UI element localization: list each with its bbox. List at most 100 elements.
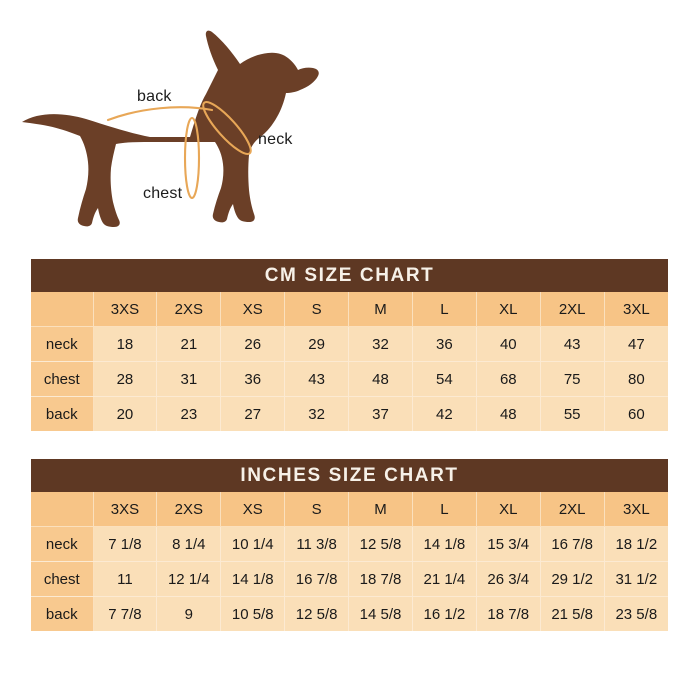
cm-col-l: L	[412, 292, 477, 327]
cm-chest-2xl: 75	[540, 361, 605, 397]
inches-col-2xs: 2XS	[156, 492, 222, 527]
inches-table-title: INCHES SIZE CHART	[31, 459, 669, 492]
inches-row-label-chest: chest	[31, 561, 94, 597]
cm-chest-3xl: 80	[604, 361, 669, 397]
inches-col-xl: XL	[476, 492, 541, 527]
inches-neck-3xl: 18 1/2	[604, 526, 669, 562]
table-row: chest 28 31 36 43 48 54 68 75 80	[31, 361, 669, 397]
inches-back-xl: 18 7/8	[476, 596, 541, 631]
inches-back-3xs: 7 7/8	[93, 596, 158, 631]
cm-neck-3xs: 18	[93, 326, 158, 362]
cm-row-label-neck: neck	[31, 326, 94, 362]
inches-back-2xl: 21 5/8	[540, 596, 605, 631]
inches-col-s: S	[284, 492, 350, 527]
inches-chest-3xl: 31 1/2	[604, 561, 669, 597]
dog-silhouette-icon	[22, 30, 319, 228]
inches-neck-2xs: 8 1/4	[156, 526, 222, 562]
inches-back-l: 16 1/2	[412, 596, 477, 631]
cm-col-3xl: 3XL	[604, 292, 669, 327]
cm-chest-s: 43	[284, 361, 350, 397]
table-row: neck 7 1/8 8 1/4 10 1/4 11 3/8 12 5/8 14…	[31, 526, 669, 562]
cm-back-xl: 48	[476, 396, 541, 431]
inches-corner-cell	[31, 492, 94, 527]
inches-size-chart-table: INCHES SIZE CHART 3XS 2XS XS S M L XL 2X…	[31, 459, 669, 631]
cm-col-3xs: 3XS	[93, 292, 158, 327]
inches-chest-2xs: 12 1/4	[156, 561, 222, 597]
inches-neck-s: 11 3/8	[284, 526, 350, 562]
cm-row-label-back: back	[31, 396, 94, 431]
cm-table-title-row: CM SIZE CHART	[31, 259, 669, 292]
inches-chest-xs: 14 1/8	[220, 561, 286, 597]
cm-back-xs: 27	[220, 396, 286, 431]
inches-col-xs: XS	[220, 492, 286, 527]
measurement-lines-icon	[106, 100, 252, 200]
cm-back-m: 37	[348, 396, 413, 431]
cm-neck-3xl: 47	[604, 326, 669, 362]
cm-col-xs: XS	[220, 292, 286, 327]
inches-neck-l: 14 1/8	[412, 526, 477, 562]
inches-chest-3xs: 11	[93, 561, 158, 597]
inches-row-label-neck: neck	[31, 526, 94, 562]
cm-col-m: M	[348, 292, 413, 327]
cm-neck-2xl: 43	[540, 326, 605, 362]
dog-measurement-illustration: back neck chest	[0, 0, 700, 250]
cm-back-l: 42	[412, 396, 477, 431]
inches-chest-s: 16 7/8	[284, 561, 350, 597]
cm-back-2xl: 55	[540, 396, 605, 431]
cm-chest-xl: 68	[476, 361, 541, 397]
label-neck: neck	[258, 131, 293, 148]
inches-neck-xl: 15 3/4	[476, 526, 541, 562]
table-row: neck 18 21 26 29 32 36 40 43 47	[31, 326, 669, 362]
cm-neck-xl: 40	[476, 326, 541, 362]
inches-chest-xl: 26 3/4	[476, 561, 541, 597]
inches-neck-m: 12 5/8	[348, 526, 413, 562]
inches-row-label-back: back	[31, 596, 94, 631]
inches-back-s: 12 5/8	[284, 596, 350, 631]
inches-neck-3xs: 7 1/8	[93, 526, 158, 562]
table-row: back 20 23 27 32 37 42 48 55 60	[31, 396, 669, 431]
inches-col-2xl: 2XL	[540, 492, 605, 527]
cm-neck-s: 29	[284, 326, 350, 362]
inches-back-2xs: 9	[156, 596, 222, 631]
cm-chest-3xs: 28	[93, 361, 158, 397]
cm-chest-m: 48	[348, 361, 413, 397]
cm-col-xl: XL	[476, 292, 541, 327]
back-measure-line	[106, 106, 214, 122]
cm-chest-2xs: 31	[156, 361, 222, 397]
cm-col-s: S	[284, 292, 350, 327]
cm-col-2xl: 2XL	[540, 292, 605, 327]
cm-neck-m: 32	[348, 326, 413, 362]
cm-table-title: CM SIZE CHART	[31, 259, 669, 292]
cm-back-2xs: 23	[156, 396, 222, 431]
inches-neck-2xl: 16 7/8	[540, 526, 605, 562]
cm-row-label-chest: chest	[31, 361, 94, 397]
table-row: back 7 7/8 9 10 5/8 12 5/8 14 5/8 16 1/2…	[31, 596, 669, 631]
inches-col-l: L	[412, 492, 477, 527]
cm-size-chart-table: CM SIZE CHART 3XS 2XS XS S M L XL 2XL 3X…	[31, 259, 669, 431]
inches-back-m: 14 5/8	[348, 596, 413, 631]
cm-corner-cell	[31, 292, 94, 327]
cm-back-3xs: 20	[93, 396, 158, 431]
inches-col-m: M	[348, 492, 413, 527]
cm-neck-2xs: 21	[156, 326, 222, 362]
table-row: chest 11 12 1/4 14 1/8 16 7/8 18 7/8 21 …	[31, 561, 669, 597]
cm-chest-xs: 36	[220, 361, 286, 397]
cm-neck-xs: 26	[220, 326, 286, 362]
inches-chest-2xl: 29 1/2	[540, 561, 605, 597]
inches-chest-m: 18 7/8	[348, 561, 413, 597]
inches-col-3xs: 3XS	[93, 492, 158, 527]
chest-measure-loop	[183, 116, 201, 200]
cm-chest-l: 54	[412, 361, 477, 397]
label-back: back	[137, 88, 172, 105]
cm-col-2xs: 2XS	[156, 292, 222, 327]
cm-back-3xl: 60	[604, 396, 669, 431]
inches-table-title-row: INCHES SIZE CHART	[31, 459, 669, 492]
inches-col-3xl: 3XL	[604, 492, 669, 527]
inches-chest-l: 21 1/4	[412, 561, 477, 597]
neck-measure-loop	[202, 100, 252, 156]
cm-table-header-row: 3XS 2XS XS S M L XL 2XL 3XL	[31, 292, 669, 327]
cm-neck-l: 36	[412, 326, 477, 362]
label-chest: chest	[143, 185, 183, 202]
cm-back-s: 32	[284, 396, 350, 431]
inches-table-header-row: 3XS 2XS XS S M L XL 2XL 3XL	[31, 492, 669, 527]
